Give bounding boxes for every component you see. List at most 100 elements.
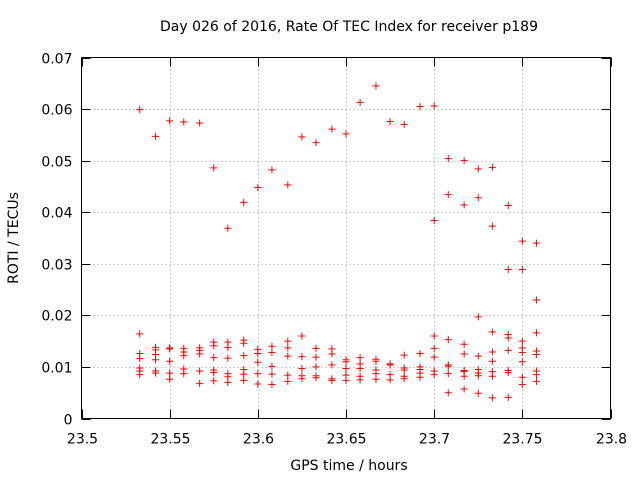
data-point: [474, 372, 482, 380]
data-point: [444, 389, 452, 397]
data-point: [488, 372, 496, 380]
data-point: [532, 296, 540, 304]
y-tick-label: 0.06: [41, 103, 72, 119]
data-point: [474, 313, 482, 321]
data-point: [298, 375, 306, 383]
data-point: [210, 164, 218, 172]
data-point: [342, 376, 350, 384]
data-point: [210, 354, 218, 362]
data-point: [210, 377, 218, 385]
data-point: [474, 165, 482, 173]
data-point: [444, 191, 452, 199]
data-point: [400, 121, 408, 129]
data-points: [136, 82, 540, 402]
data-point: [356, 364, 364, 372]
data-point: [268, 342, 276, 350]
data-point: [504, 334, 512, 342]
y-tick-label: 0.03: [41, 258, 72, 274]
data-point: [284, 377, 292, 385]
data-point: [430, 216, 438, 224]
data-point: [254, 370, 262, 378]
chart-title: Day 026 of 2016, Rate Of TEC Index for r…: [160, 19, 538, 35]
data-point: [136, 330, 144, 338]
data-point: [180, 352, 188, 360]
axis-ticks: [81, 57, 612, 420]
data-point: [136, 355, 144, 363]
data-point: [254, 350, 262, 358]
data-point: [166, 117, 174, 125]
data-point: [518, 265, 526, 273]
data-point: [136, 106, 144, 114]
data-point: [504, 393, 512, 401]
data-point: [372, 82, 380, 90]
data-point: [342, 358, 350, 366]
data-point: [532, 329, 540, 337]
data-point: [166, 345, 174, 353]
data-point: [196, 367, 204, 375]
data-point: [180, 118, 188, 126]
data-point: [460, 372, 468, 380]
data-point: [504, 202, 512, 210]
data-point: [488, 163, 496, 171]
data-point: [518, 380, 526, 388]
data-point: [518, 358, 526, 366]
data-point: [460, 350, 468, 358]
data-point: [196, 379, 204, 387]
data-point: [474, 352, 482, 360]
data-point: [430, 332, 438, 340]
data-point: [372, 375, 380, 383]
x-axis-label: GPS time / hours: [290, 458, 407, 474]
data-point: [460, 157, 468, 165]
y-tick-label: 0.05: [41, 155, 72, 171]
y-tick-label: 0.01: [41, 361, 72, 377]
data-point: [210, 369, 218, 377]
data-point: [400, 366, 408, 374]
data-point: [268, 348, 276, 356]
data-point: [342, 130, 350, 138]
data-point: [532, 377, 540, 385]
data-point: [240, 370, 248, 378]
data-point: [504, 265, 512, 273]
data-point: [532, 371, 540, 379]
data-point: [298, 133, 306, 141]
data-point: [386, 361, 394, 369]
x-tick-label: 23.8: [596, 432, 627, 448]
data-point: [488, 222, 496, 230]
data-point: [240, 198, 248, 206]
data-point: [312, 139, 320, 147]
data-point: [474, 389, 482, 397]
data-point: [488, 328, 496, 336]
data-point: [504, 346, 512, 354]
x-tick-label: 23.55: [150, 432, 190, 448]
data-point: [254, 358, 262, 366]
data-point: [268, 166, 276, 174]
data-point: [312, 363, 320, 371]
data-point: [328, 361, 336, 369]
data-point: [224, 378, 232, 386]
data-point: [284, 352, 292, 360]
data-point: [518, 373, 526, 381]
data-point: [444, 155, 452, 163]
data-point: [386, 376, 394, 384]
data-point: [460, 385, 468, 393]
data-point: [356, 98, 364, 106]
data-point: [312, 344, 320, 352]
y-tick-label: 0.02: [41, 309, 72, 325]
series-0: [136, 82, 540, 304]
data-point: [400, 375, 408, 383]
tick-labels: 23.5 23.55 23.6 23.65 23.7 23.75 23.8 0 0.01 0.02…: [41, 52, 627, 448]
data-point: [298, 353, 306, 361]
data-point: [312, 374, 320, 382]
data-point: [328, 125, 336, 133]
data-point: [416, 350, 424, 358]
data-point: [518, 337, 526, 345]
y-tick-label: 0.07: [41, 52, 72, 68]
data-point: [400, 351, 408, 359]
data-point: [298, 364, 306, 372]
data-point: [196, 350, 204, 358]
data-point: [430, 344, 438, 352]
data-point: [504, 369, 512, 377]
x-tick-label: 23.6: [243, 432, 274, 448]
data-point: [166, 357, 174, 365]
data-point: [532, 239, 540, 247]
